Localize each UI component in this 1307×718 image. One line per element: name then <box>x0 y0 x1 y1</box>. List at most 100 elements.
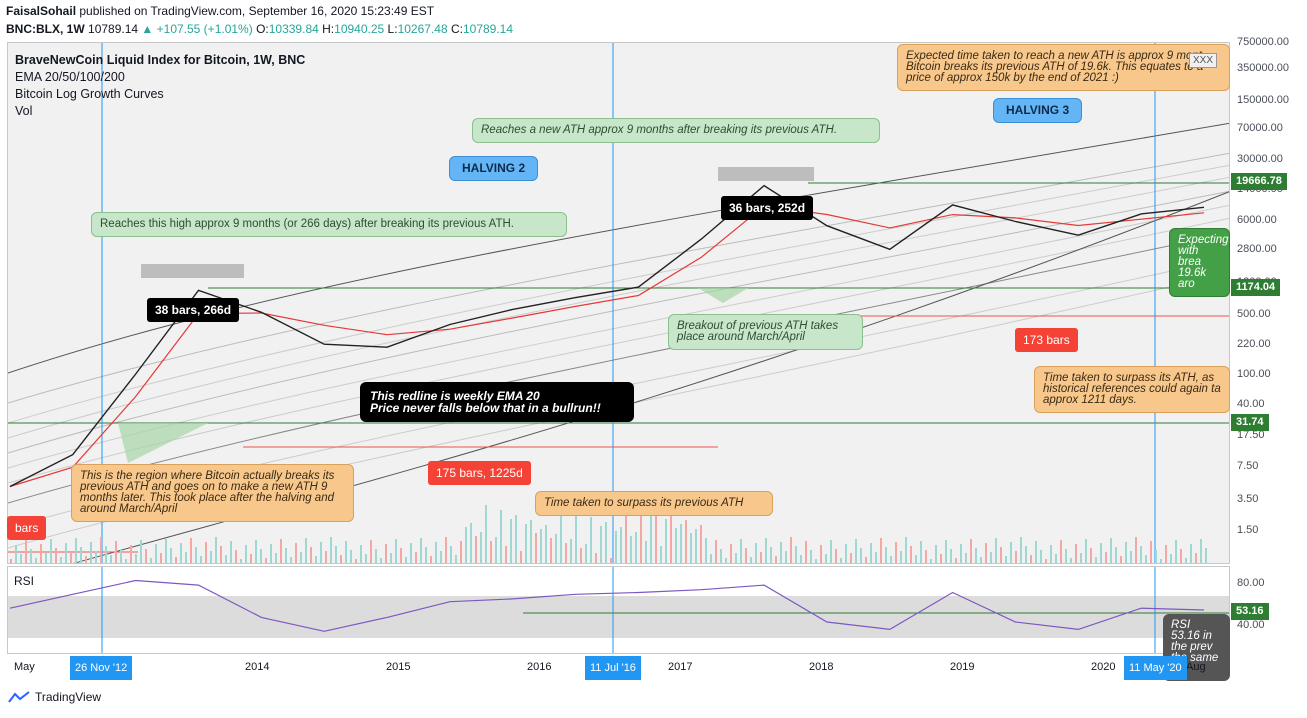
volume-bar <box>1155 550 1157 563</box>
volume-bar <box>915 555 917 563</box>
volume-bar <box>320 542 322 563</box>
rsi-svg[interactable]: RSI <box>8 567 1230 654</box>
bars173-tag[interactable]: 173 bars <box>1015 328 1078 352</box>
volume-bar <box>760 552 762 563</box>
halving3-callout[interactable]: HALVING 3 <box>993 98 1083 123</box>
x-tick-2016: 2016 <box>527 661 552 673</box>
halving2-callout[interactable]: HALVING 2 <box>449 156 539 181</box>
volume-bar <box>480 532 482 563</box>
x-highlight-halving3: 11 May '20 <box>1124 656 1187 680</box>
volume-bar <box>900 551 902 563</box>
volume-bar <box>1150 541 1152 563</box>
price-tick: 350000.00 <box>1237 62 1289 74</box>
volume-bar <box>985 543 987 563</box>
volume-bar <box>175 557 177 563</box>
volume-bar <box>675 528 677 563</box>
volume-bar <box>20 554 22 563</box>
bars175-tag[interactable]: 175 bars, 1225d <box>428 461 531 485</box>
volume-bar <box>380 558 382 563</box>
volume-bar <box>1110 538 1112 563</box>
volume-bar <box>1045 559 1047 563</box>
volume-bar <box>885 547 887 563</box>
volume-bar <box>40 544 42 563</box>
volume-bar <box>595 553 597 563</box>
volume-bar <box>1000 547 1002 563</box>
volume-bar <box>405 557 407 563</box>
volume-bar <box>800 555 802 563</box>
volume-bar <box>1015 551 1017 563</box>
volume-bar <box>755 543 757 563</box>
volume-bar <box>890 556 892 563</box>
volume-bar <box>70 552 72 563</box>
volume-bar <box>835 549 837 563</box>
volume-bar <box>745 548 747 563</box>
bars-tag-left[interactable]: bars <box>7 516 47 540</box>
volume-bar <box>570 539 572 563</box>
volume-bar <box>150 558 152 563</box>
price-tick: 6000.00 <box>1237 214 1277 226</box>
price-tick: 70000.00 <box>1237 122 1283 134</box>
price-axis[interactable]: 750000.00 350000.00 150000.00 70000.00 30000… <box>1231 36 1307 654</box>
volume-bar <box>665 519 667 563</box>
time-prev-ath-note[interactable]: Time taken to surpass its previous ATH <box>535 491 773 516</box>
expecting-note[interactable]: Expecting with brea 19.6k aro <box>1169 228 1230 297</box>
volume-bar <box>485 505 487 563</box>
published-text: published on TradingView.com, September … <box>79 4 435 18</box>
bars1-tag[interactable]: 38 bars, 266d <box>147 298 240 322</box>
ohlc-bar: BNC:BLX, 1W 10789.14 ▲ +107.55 (+1.01%) … <box>6 22 513 36</box>
volume-bar <box>1190 544 1192 563</box>
volume-bar <box>105 546 107 563</box>
volume-bar <box>85 556 87 563</box>
author-name[interactable]: FaisalSohail <box>6 4 77 18</box>
price-tick: 150000.00 <box>1237 94 1289 106</box>
volume-bar <box>695 529 697 563</box>
x-tick-2014: 2014 <box>245 661 270 673</box>
volume-bar <box>440 551 442 563</box>
last-price: 10789.14 <box>88 22 139 36</box>
volume-bar <box>920 541 922 563</box>
bars2-tag[interactable]: 36 bars, 252d <box>721 196 814 220</box>
volume-bar <box>1010 542 1012 563</box>
volume-bar <box>860 548 862 563</box>
low-label: L: <box>387 22 398 36</box>
volume-bar <box>680 524 682 563</box>
ath1-note[interactable]: Reaches this high approx 9 months (or 26… <box>91 212 567 237</box>
volume-bar <box>580 548 582 563</box>
volume-bar <box>190 538 192 563</box>
volume-bar <box>515 515 517 563</box>
rsi-title: RSI <box>14 574 34 588</box>
volume-bar <box>500 510 502 563</box>
volume-bar <box>950 549 952 563</box>
volume-bar <box>850 553 852 563</box>
time-surpass-note[interactable]: Time taken to surpass its ATH, as histor… <box>1034 366 1230 413</box>
footer-brand[interactable]: TradingView <box>8 690 101 704</box>
region-note[interactable]: This is the region where Bitcoin actuall… <box>71 464 354 522</box>
volume-bar <box>690 533 692 563</box>
volume-bar <box>140 540 142 563</box>
volume-bar <box>965 553 967 563</box>
volume-bar <box>910 546 912 563</box>
volume-bar <box>1070 558 1072 563</box>
expected-note[interactable]: Expected time taken to reach a new ATH i… <box>897 44 1230 91</box>
volume-bar <box>90 542 92 563</box>
volume-bar <box>925 550 927 563</box>
volume-bar <box>345 541 347 563</box>
volume-bar <box>1125 542 1127 563</box>
volume-bar <box>270 544 272 563</box>
tradingview-logo-icon <box>8 691 30 703</box>
redline-note[interactable]: This redline is weekly EMA 20 Price neve… <box>360 382 634 422</box>
volume-bar <box>555 534 557 563</box>
volume-bar <box>110 555 112 563</box>
breakout-note[interactable]: Breakout of previous ATH takes place aro… <box>668 314 863 350</box>
x-tick-2015: 2015 <box>386 661 411 673</box>
ath2-note[interactable]: Reaches a new ATH approx 9 months after … <box>472 118 880 143</box>
price-label-19666: 19666.78 <box>1231 173 1287 190</box>
time-axis[interactable]: May 2014 2015 2016 2017 2018 2019 2020 A… <box>7 656 1230 680</box>
volume-bar <box>445 537 447 563</box>
volume-bar <box>455 555 457 563</box>
price-label-1174: 1174.04 <box>1231 279 1281 296</box>
volume-bar <box>335 546 337 563</box>
rsi-panel[interactable]: RSI <box>7 566 1230 654</box>
volume-bar <box>865 557 867 563</box>
volume-bar <box>160 553 162 563</box>
